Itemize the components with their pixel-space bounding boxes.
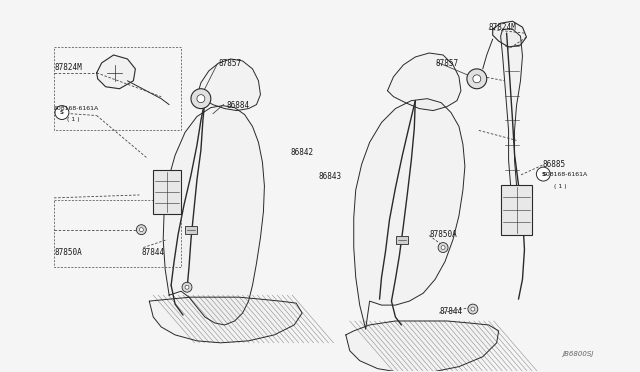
Bar	[500, 185, 532, 235]
Text: ( 1 ): ( 1 )	[67, 116, 79, 122]
Bar	[396, 235, 408, 244]
Polygon shape	[387, 53, 461, 110]
Circle shape	[136, 225, 147, 235]
Text: 87824M: 87824M	[54, 63, 82, 72]
Text: 86885: 86885	[542, 160, 566, 169]
Polygon shape	[149, 297, 302, 343]
Polygon shape	[493, 21, 527, 47]
Text: S: S	[60, 110, 64, 115]
Circle shape	[438, 243, 448, 253]
Text: 87850A: 87850A	[429, 230, 457, 239]
Text: S: S	[541, 171, 545, 177]
Polygon shape	[346, 321, 499, 372]
Text: 86842: 86842	[290, 148, 314, 157]
Text: 87857: 87857	[219, 59, 242, 68]
Text: 87850A: 87850A	[54, 247, 82, 257]
Text: 87857: 87857	[435, 59, 458, 68]
Text: 86884: 86884	[227, 101, 250, 110]
Bar	[185, 226, 197, 234]
Polygon shape	[197, 59, 260, 110]
Circle shape	[467, 69, 487, 89]
Text: 87824M: 87824M	[489, 23, 516, 32]
Text: S08168-6161A: S08168-6161A	[54, 106, 99, 110]
Circle shape	[468, 304, 478, 314]
Circle shape	[191, 89, 211, 109]
Circle shape	[140, 228, 143, 232]
Text: ( 1 ): ( 1 )	[554, 184, 567, 189]
Circle shape	[185, 285, 189, 289]
Polygon shape	[500, 29, 522, 190]
Text: 86843: 86843	[318, 172, 341, 181]
Circle shape	[473, 75, 481, 83]
Text: JB6800SJ: JB6800SJ	[562, 351, 594, 357]
Polygon shape	[354, 99, 465, 329]
Circle shape	[441, 246, 445, 250]
Text: 87844: 87844	[141, 247, 164, 257]
Polygon shape	[163, 106, 264, 325]
Text: S08168-6161A: S08168-6161A	[542, 172, 588, 177]
Polygon shape	[97, 55, 136, 89]
Bar	[153, 170, 181, 214]
Circle shape	[55, 106, 69, 119]
Circle shape	[197, 95, 205, 103]
Text: 87844: 87844	[439, 307, 462, 316]
Circle shape	[536, 167, 550, 181]
Circle shape	[471, 307, 475, 311]
Circle shape	[182, 282, 192, 292]
